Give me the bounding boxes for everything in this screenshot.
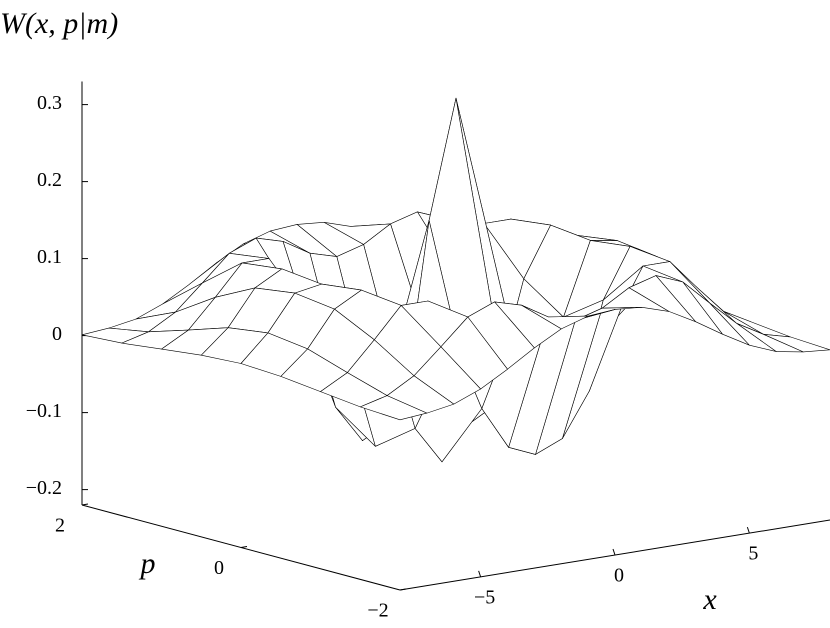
z-tick-label: 0.1 xyxy=(37,246,62,268)
x-tick-label: −5 xyxy=(474,586,495,608)
x-axis-label: x xyxy=(702,583,717,616)
z-tick-label: −0.2 xyxy=(26,477,62,499)
x-tick xyxy=(612,548,616,556)
z-tick-label: 0 xyxy=(52,323,62,345)
x-tick xyxy=(478,570,482,578)
p-axis-label: p xyxy=(139,547,156,580)
z-tick-label: 0.3 xyxy=(37,92,62,114)
p-tick-label: −2 xyxy=(367,600,388,622)
x-tick-label: 0 xyxy=(614,565,624,587)
p-tick-label: 2 xyxy=(55,515,65,537)
p-tick xyxy=(81,503,89,506)
z-tick-label: 0.2 xyxy=(37,169,62,191)
z-tick-label: −0.1 xyxy=(26,400,62,422)
chart-title: W(x, p|m) xyxy=(0,7,118,40)
x-tick xyxy=(746,526,750,534)
surface-patch xyxy=(359,395,428,421)
p-tick xyxy=(240,546,248,548)
p-tick xyxy=(399,588,407,591)
x-tick-label: 5 xyxy=(748,543,758,565)
p-tick-label: 0 xyxy=(214,557,224,579)
